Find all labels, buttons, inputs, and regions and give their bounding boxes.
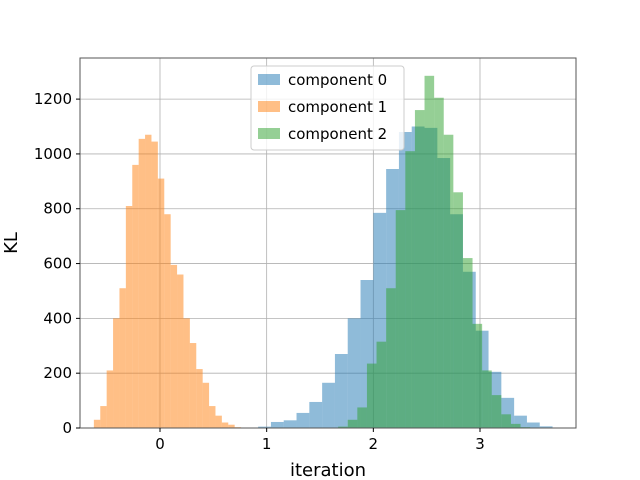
x-axis-label: iteration xyxy=(290,460,366,480)
histogram-bar xyxy=(347,419,358,428)
histogram-bar xyxy=(215,415,222,428)
histogram-bar xyxy=(125,206,133,428)
histogram-bar xyxy=(209,406,216,428)
histogram-bar xyxy=(258,426,271,428)
x-axis-ticks: 0 1 2 3 xyxy=(155,428,485,453)
histogram-bar xyxy=(270,421,284,428)
y-tick-label: 1000 xyxy=(34,145,72,163)
y-tick-label: 200 xyxy=(43,364,72,382)
legend-box xyxy=(250,65,405,151)
histogram-bar xyxy=(151,141,158,428)
histogram-bar xyxy=(183,318,190,428)
histogram-bar xyxy=(93,419,101,428)
y-tick-label: 0 xyxy=(62,419,72,437)
histogram-bar xyxy=(366,363,377,428)
histogram-bar xyxy=(334,354,348,428)
histogram-bar xyxy=(196,369,203,428)
histogram-bar xyxy=(472,323,483,428)
histogram-bar xyxy=(539,426,553,428)
histogram-bar xyxy=(296,412,310,428)
histogram-bar xyxy=(386,288,396,428)
legend-swatch xyxy=(258,74,280,85)
series-1-bars xyxy=(93,134,242,429)
x-tick-label: 3 xyxy=(475,435,485,453)
histogram-bar xyxy=(322,382,335,428)
y-tick-label: 800 xyxy=(43,200,72,218)
histogram-bar xyxy=(501,414,511,428)
y-tick-label: 1200 xyxy=(34,90,72,108)
x-tick-label: 2 xyxy=(369,435,379,453)
legend-swatch xyxy=(258,128,280,139)
histogram-bar xyxy=(462,258,473,428)
histogram-bar xyxy=(113,318,120,428)
histogram-bar xyxy=(347,318,361,428)
histogram-bar xyxy=(338,426,348,428)
histogram-bar xyxy=(405,151,415,428)
histogram-bar xyxy=(132,164,139,428)
histogram-bar xyxy=(164,214,171,428)
histogram-bar xyxy=(100,406,107,428)
histogram-bar xyxy=(443,134,454,429)
histogram-bars xyxy=(93,75,553,429)
x-tick-label: 0 xyxy=(155,435,165,453)
plot-frame xyxy=(79,57,577,429)
legend-label: component 0 xyxy=(288,71,387,89)
histogram-bar xyxy=(283,420,297,428)
y-axis-ticks: 0 200 400 600 800 1000 1200 xyxy=(34,90,80,437)
y-axis-label: KL xyxy=(1,232,22,254)
histogram-bar xyxy=(510,423,521,428)
histogram-bar xyxy=(228,424,235,428)
legend-swatch xyxy=(258,101,280,112)
histogram-bar xyxy=(189,343,197,428)
histogram-bar xyxy=(170,264,178,428)
histogram-bar xyxy=(526,422,540,428)
legend: component 0 component 1 component 2 xyxy=(250,65,405,151)
histogram-bar xyxy=(357,407,367,428)
histogram-bar xyxy=(376,341,387,428)
y-tick-label: 600 xyxy=(43,255,72,273)
x-tick-label: 1 xyxy=(262,435,272,453)
histogram-bar xyxy=(424,75,435,428)
histogram-bar xyxy=(482,370,492,428)
histogram-bar xyxy=(145,134,152,429)
histogram-bar xyxy=(453,192,463,428)
histogram-bar xyxy=(434,97,444,429)
histogram-bar xyxy=(395,210,406,428)
series-2-bars xyxy=(338,75,531,429)
histogram-bar xyxy=(221,422,229,428)
histogram-bar xyxy=(138,138,146,428)
legend-label: component 2 xyxy=(288,125,387,143)
histogram-bar xyxy=(177,274,184,428)
histogram-bar xyxy=(202,382,210,428)
histogram-bar xyxy=(414,110,425,429)
legend-label: component 1 xyxy=(288,98,387,116)
histogram-bar xyxy=(106,370,114,428)
histogram-bar xyxy=(157,178,165,428)
histogram-bar xyxy=(491,395,502,428)
histogram-bar xyxy=(309,401,323,428)
y-tick-label: 400 xyxy=(43,309,72,327)
histogram-bar xyxy=(119,288,126,428)
